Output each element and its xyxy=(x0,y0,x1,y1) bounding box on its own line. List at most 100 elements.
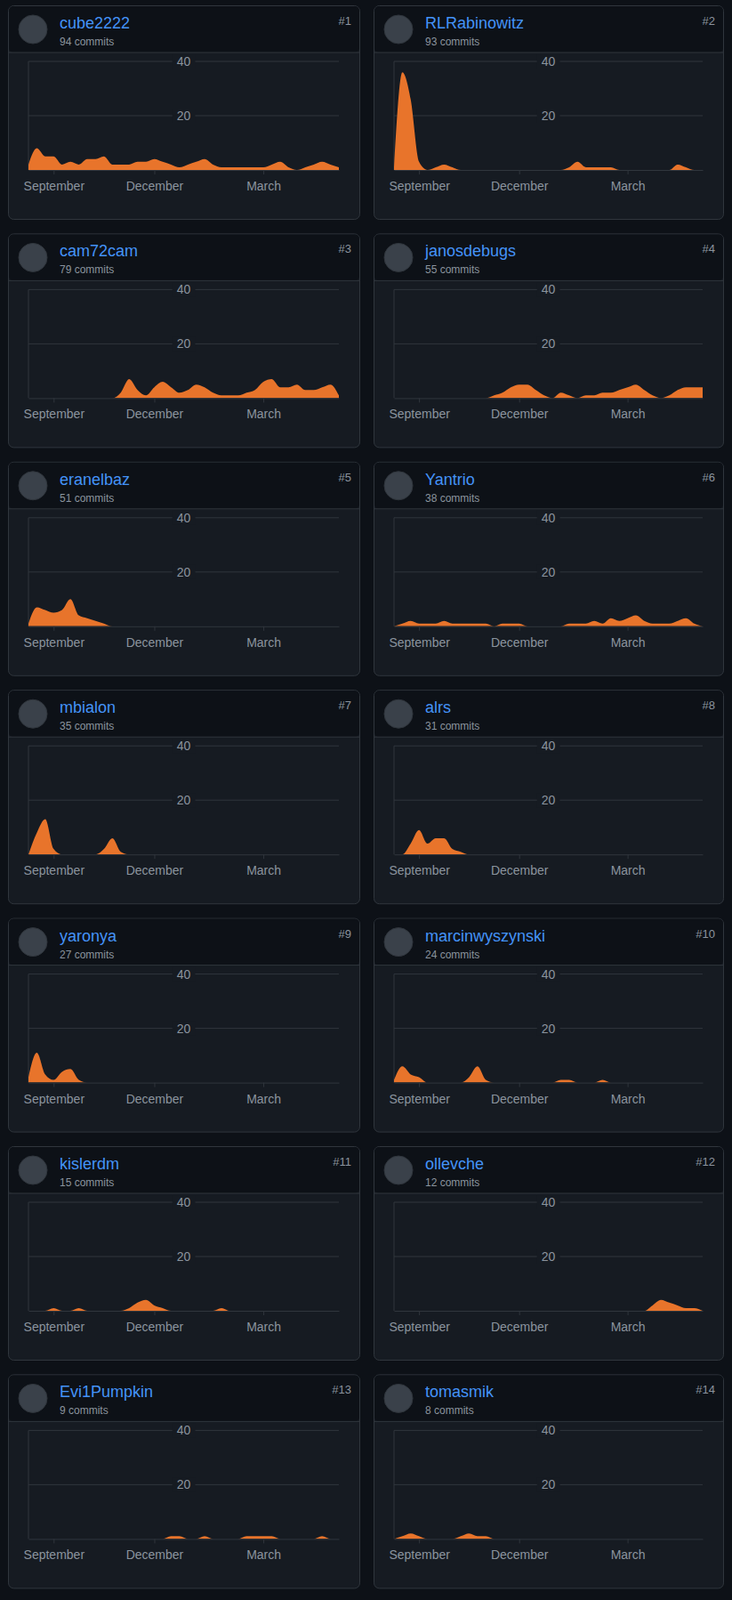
contributor-name[interactable]: janosdebugs xyxy=(424,241,516,260)
avatar xyxy=(18,927,48,957)
x-tick: September xyxy=(388,1310,451,1334)
contributor-name[interactable]: cam72cam xyxy=(59,241,138,260)
avatar xyxy=(18,1383,48,1412)
contributor-name[interactable]: marcinwyszynski xyxy=(425,926,546,945)
contributor-name[interactable]: cube2222 xyxy=(59,14,130,33)
contributor-name[interactable]: tomasmik xyxy=(425,1382,495,1400)
x-tick: September xyxy=(24,1537,86,1561)
x-tick-label: September xyxy=(388,1091,451,1106)
contributor-panel: janosdebugs55 commits#42040SeptemberDece… xyxy=(374,233,724,448)
contributor-name[interactable]: ollevche xyxy=(425,1154,484,1173)
x-tick-mark xyxy=(263,397,265,403)
x-axis: September December March xyxy=(388,1082,703,1106)
x-tick-label: March xyxy=(611,1091,646,1106)
x-tick: September xyxy=(24,397,86,421)
y-axis-line xyxy=(394,1201,395,1311)
x-tick: December xyxy=(126,1310,185,1334)
x-tick: March xyxy=(246,1310,282,1334)
x-tick-mark xyxy=(53,169,55,175)
y-axis-line xyxy=(28,973,30,1083)
plot-area xyxy=(28,598,339,627)
panel-header xyxy=(374,462,724,509)
avatar xyxy=(384,927,413,957)
panel-header xyxy=(8,1374,360,1421)
x-tick-mark xyxy=(53,626,55,631)
x-tick-label: December xyxy=(126,635,185,650)
y-axis-line xyxy=(28,1201,30,1311)
x-tick-mark xyxy=(153,626,155,631)
rank: #7 xyxy=(338,698,352,712)
rank: #3 xyxy=(338,241,352,256)
y-axis-line xyxy=(394,745,395,854)
x-tick-label: March xyxy=(246,1319,282,1334)
tick-label-bg xyxy=(172,738,196,753)
x-tick-label: December xyxy=(490,1091,549,1106)
rank: #5 xyxy=(338,470,352,484)
panel-header xyxy=(8,1146,360,1193)
x-axis: September December March xyxy=(24,1310,340,1334)
rank: #9 xyxy=(338,926,352,941)
x-tick-label: September xyxy=(388,1546,451,1561)
x-tick: March xyxy=(246,853,282,877)
y-tick-label: 20 xyxy=(541,108,556,123)
y-tick-label: 20 xyxy=(176,108,192,123)
x-tick: September xyxy=(24,1310,86,1334)
x-axis-line xyxy=(394,1082,704,1084)
x-tick: March xyxy=(246,169,282,194)
plot-area xyxy=(394,1065,703,1082)
x-tick: September xyxy=(388,626,451,650)
y-tick-labels: 2040 xyxy=(172,1194,196,1263)
y-axis-line xyxy=(28,61,30,170)
x-axis: SeptemberDecemberMarch xyxy=(388,1537,703,1561)
tick-label-bg xyxy=(537,564,561,580)
y-tick-label: 20 xyxy=(176,1248,192,1263)
contributor-name[interactable]: alrs xyxy=(425,698,451,716)
x-tick: December xyxy=(490,169,549,194)
contributor-name[interactable]: Evi1Pumpkin xyxy=(59,1382,153,1400)
x-tick-mark xyxy=(263,853,265,859)
x-tick-mark xyxy=(153,1310,155,1315)
plot-area xyxy=(394,615,703,627)
x-tick-label: March xyxy=(611,635,646,650)
contributor-name[interactable]: Yantrio xyxy=(425,470,475,489)
x-tick-mark xyxy=(263,1082,265,1087)
x-tick: September xyxy=(24,853,86,877)
contributor-name[interactable]: eranelbaz xyxy=(59,470,130,489)
x-tick-mark xyxy=(519,169,521,175)
commit-area xyxy=(28,1535,339,1538)
x-tick-label: December xyxy=(126,862,185,877)
x-tick-mark xyxy=(153,853,155,859)
contributor-name[interactable]: mbialon xyxy=(59,698,116,716)
commit-area xyxy=(28,819,339,855)
y-axis-line xyxy=(394,1429,395,1538)
commit-area xyxy=(394,1299,703,1311)
x-tick-mark xyxy=(153,1537,155,1543)
tick-label-bg xyxy=(172,336,196,351)
rank: #13 xyxy=(331,1382,352,1396)
x-tick: December xyxy=(126,1537,185,1561)
x-tick-mark xyxy=(418,853,420,859)
panel-header xyxy=(374,1146,724,1193)
panel-frame xyxy=(8,233,361,448)
y-tick-labels: 2040 xyxy=(172,54,196,123)
contributor-name[interactable]: RLRabinowitz xyxy=(425,14,524,33)
y-axis-line xyxy=(394,517,395,627)
x-tick-mark xyxy=(519,397,521,403)
header-divider xyxy=(8,507,360,509)
plot-area xyxy=(394,1532,703,1538)
x-tick-label: December xyxy=(126,178,185,194)
x-tick-label: March xyxy=(246,1546,282,1561)
x-tick-label: September xyxy=(388,406,451,421)
tick-label-bg xyxy=(172,564,196,580)
x-tick-label: September xyxy=(388,178,451,194)
plot-area xyxy=(28,1299,339,1311)
x-tick: March xyxy=(246,1082,282,1106)
commit-count: 35 commits xyxy=(59,719,114,732)
y-tick-label: 40 xyxy=(176,1422,192,1437)
y-tick-labels: 2040 xyxy=(537,281,561,351)
contributor-name[interactable]: kislerdm xyxy=(59,1154,120,1173)
x-tick-mark xyxy=(519,626,521,631)
x-tick-mark xyxy=(418,1082,420,1087)
x-tick-mark xyxy=(418,1537,420,1543)
contributor-name[interactable]: yaronya xyxy=(59,926,118,945)
